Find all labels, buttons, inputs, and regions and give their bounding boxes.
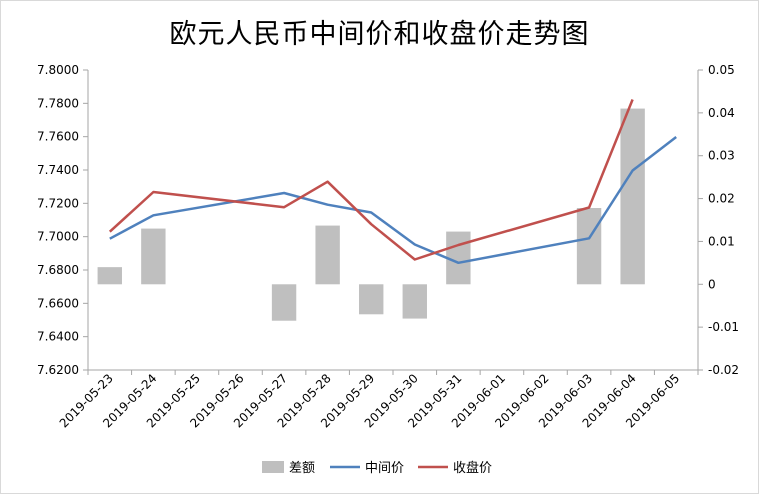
left-tick-label: 7.6400 bbox=[37, 330, 79, 344]
right-tick-label: -0.01 bbox=[708, 320, 739, 334]
right-tick-label: 0.04 bbox=[708, 106, 735, 120]
axes-group bbox=[87, 70, 699, 371]
bar-diff bbox=[402, 284, 427, 319]
left-axis-ticks: 7.8000 7.7800 7.7600 7.7400 7.7200 7.7000 7.68… bbox=[37, 63, 88, 377]
right-tick-label: 0.03 bbox=[708, 149, 735, 163]
bar-diff bbox=[359, 284, 384, 315]
right-tick-label: 0.02 bbox=[708, 192, 735, 206]
bar-diff bbox=[315, 225, 340, 285]
right-axis-ticks: 0.05 0.04 0.03 0.02 0.01 0 -0.01 -0.02 bbox=[698, 63, 739, 377]
right-tick-label: 0.01 bbox=[708, 234, 735, 248]
line-series-close bbox=[108, 99, 634, 261]
left-tick-label: 7.7200 bbox=[37, 196, 79, 210]
chart-title: 欧元人民币中间价和收盘价走势图 bbox=[169, 19, 590, 50]
bar-diff bbox=[141, 228, 166, 285]
bar-diff bbox=[446, 231, 471, 285]
legend-swatch-bar bbox=[262, 461, 284, 473]
left-tick-label: 7.6600 bbox=[37, 296, 79, 310]
legend-label: 收盘价 bbox=[453, 460, 492, 476]
legend: 差额 中间价 收盘价 bbox=[262, 460, 492, 476]
left-tick-label: 7.7600 bbox=[37, 130, 79, 144]
legend-label: 差额 bbox=[289, 461, 315, 476]
left-tick-label: 7.7800 bbox=[37, 96, 79, 110]
bar-diff bbox=[271, 284, 297, 321]
left-tick-label: 7.6200 bbox=[37, 363, 79, 377]
left-tick-label: 7.6800 bbox=[37, 263, 79, 277]
x-axis-ticks: 2019-05-232019-05-242019-05-252019-05-26… bbox=[57, 370, 699, 430]
right-tick-label: 0 bbox=[708, 277, 716, 291]
bar-diff bbox=[620, 108, 645, 285]
left-tick-label: 7.7400 bbox=[37, 163, 79, 177]
right-tick-label: -0.02 bbox=[708, 363, 739, 377]
bar-diff bbox=[576, 208, 602, 285]
left-tick-label: 7.8000 bbox=[37, 63, 79, 77]
line-series-mid bbox=[109, 136, 677, 265]
right-tick-label: 0.05 bbox=[708, 63, 735, 77]
line-group bbox=[108, 99, 677, 265]
bar-group bbox=[97, 108, 645, 321]
legend-label: 中间价 bbox=[365, 461, 404, 476]
left-tick-label: 7.7000 bbox=[37, 230, 79, 244]
bar-diff bbox=[97, 267, 122, 285]
